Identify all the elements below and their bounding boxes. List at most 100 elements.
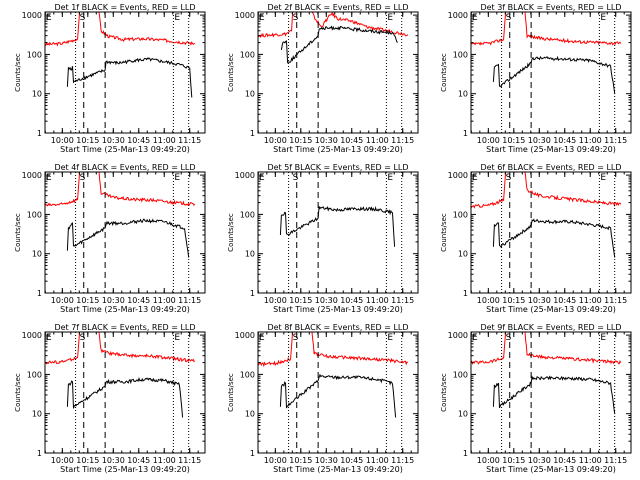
x-tick-label: 11:00 [366, 296, 389, 305]
x-tick-label: 10:30 [315, 136, 338, 145]
x-tick-label: 11:15 [178, 296, 201, 305]
y-tick-label: 100 [27, 210, 42, 219]
x-tick-label: 10:15 [289, 136, 312, 145]
y-tick-label: 10 [458, 90, 468, 99]
y-axis-label: Counts/sec [440, 213, 448, 252]
x-tick-label: 10:00 [477, 296, 500, 305]
events-series-line [66, 57, 193, 98]
x-tick-label: 11:00 [579, 296, 602, 305]
plot-title: Det 4f BLACK = Events, RED = LLD [54, 163, 195, 172]
y-tick-label: 10 [458, 250, 468, 259]
segment-marker-label: E [600, 173, 606, 183]
segment-marker-label: S [293, 13, 299, 23]
y-tick-label: 1000 [22, 331, 42, 340]
segment-marker-label: E [174, 173, 180, 183]
segment-marker-label: S [506, 13, 512, 23]
x-tick-label: 11:00 [366, 136, 389, 145]
y-tick-label: 100 [240, 210, 255, 219]
x-tick-label: 11:15 [604, 136, 627, 145]
x-tick-label: 10:30 [315, 456, 338, 465]
x-tick-label: 11:15 [604, 296, 627, 305]
y-tick-label: 1 [37, 289, 42, 298]
y-axis-label: Counts/sec [227, 213, 235, 252]
segment-marker-label: S [80, 333, 86, 343]
y-tick-label: 1000 [235, 11, 255, 20]
plot-frame [257, 171, 419, 294]
x-axis-label: Start Time (25-Mar-13 09:49:20) [486, 305, 616, 314]
segment-marker-label: S [80, 13, 86, 23]
y-tick-label: 10 [32, 250, 42, 259]
plot-frame [44, 331, 206, 454]
segment-marker-label: S [293, 173, 299, 183]
segment-marker-label: E [259, 13, 265, 23]
x-axis-label: Start Time (25-Mar-13 09:49:20) [273, 145, 403, 154]
segment-marker-label: E [46, 13, 52, 23]
y-tick-label: 1 [37, 449, 42, 458]
x-tick-label: 10:30 [102, 456, 125, 465]
x-tick-label: 11:00 [579, 136, 602, 145]
y-tick-label: 10 [32, 90, 42, 99]
x-tick-label: 10:45 [340, 456, 363, 465]
y-axis-label: Counts/sec [227, 53, 235, 92]
plot-title: Det 6f BLACK = Events, RED = LLD [480, 163, 621, 172]
plot-title: Det 1f BLACK = Events, RED = LLD [54, 3, 195, 12]
x-tick-label: 10:00 [51, 296, 74, 305]
x-axis-label: Start Time (25-Mar-13 09:49:20) [486, 465, 616, 474]
y-tick-label: 100 [453, 50, 468, 59]
events-series-line [492, 375, 616, 414]
events-series-line [492, 218, 616, 258]
y-axis-label: Counts/sec [14, 213, 22, 252]
x-tick-label: 10:15 [289, 296, 312, 305]
y-axis-label: Counts/sec [440, 373, 448, 412]
y-tick-label: 100 [240, 50, 255, 59]
plot-title: Det 5f BLACK = Events, RED = LLD [267, 163, 408, 172]
segment-marker-label: E [174, 13, 180, 23]
x-tick-label: 10:30 [102, 136, 125, 145]
x-tick-label: 10:45 [127, 296, 150, 305]
x-tick-label: 10:45 [553, 456, 576, 465]
x-tick-label: 10:15 [289, 456, 312, 465]
x-tick-label: 11:00 [153, 136, 176, 145]
y-tick-label: 1000 [235, 171, 255, 180]
plot-title: Det 9f BLACK = Events, RED = LLD [480, 323, 621, 332]
lld-series-line [258, 12, 409, 39]
x-tick-label: 10:45 [553, 136, 576, 145]
y-axis-label: Counts/sec [440, 53, 448, 92]
plot-title: Det 8f BLACK = Events, RED = LLD [267, 323, 408, 332]
y-tick-label: 1 [463, 129, 468, 138]
segment-marker-label: E [387, 13, 393, 23]
x-tick-label: 11:00 [153, 456, 176, 465]
y-tick-label: 1000 [448, 11, 468, 20]
y-tick-label: 10 [245, 410, 255, 419]
plot-frame [257, 331, 419, 454]
x-tick-label: 11:15 [178, 136, 201, 145]
y-tick-label: 1000 [448, 171, 468, 180]
x-tick-label: 10:45 [340, 136, 363, 145]
y-tick-label: 1 [250, 289, 255, 298]
plot-frame [470, 11, 632, 134]
segment-marker-label: E [472, 13, 478, 23]
y-tick-label: 1000 [235, 331, 255, 340]
x-tick-label: 11:15 [604, 456, 627, 465]
y-tick-label: 1 [463, 449, 468, 458]
y-tick-label: 10 [458, 410, 468, 419]
segment-marker-label: S [506, 333, 512, 343]
y-tick-label: 100 [453, 210, 468, 219]
events-series-line [66, 218, 190, 258]
x-tick-label: 11:00 [579, 456, 602, 465]
lld-series-line [258, 332, 409, 368]
x-tick-label: 10:00 [264, 136, 287, 145]
y-tick-label: 1 [250, 449, 255, 458]
y-tick-label: 10 [32, 410, 42, 419]
x-tick-label: 10:15 [502, 456, 525, 465]
x-axis-label: Start Time (25-Mar-13 09:49:20) [486, 145, 616, 154]
